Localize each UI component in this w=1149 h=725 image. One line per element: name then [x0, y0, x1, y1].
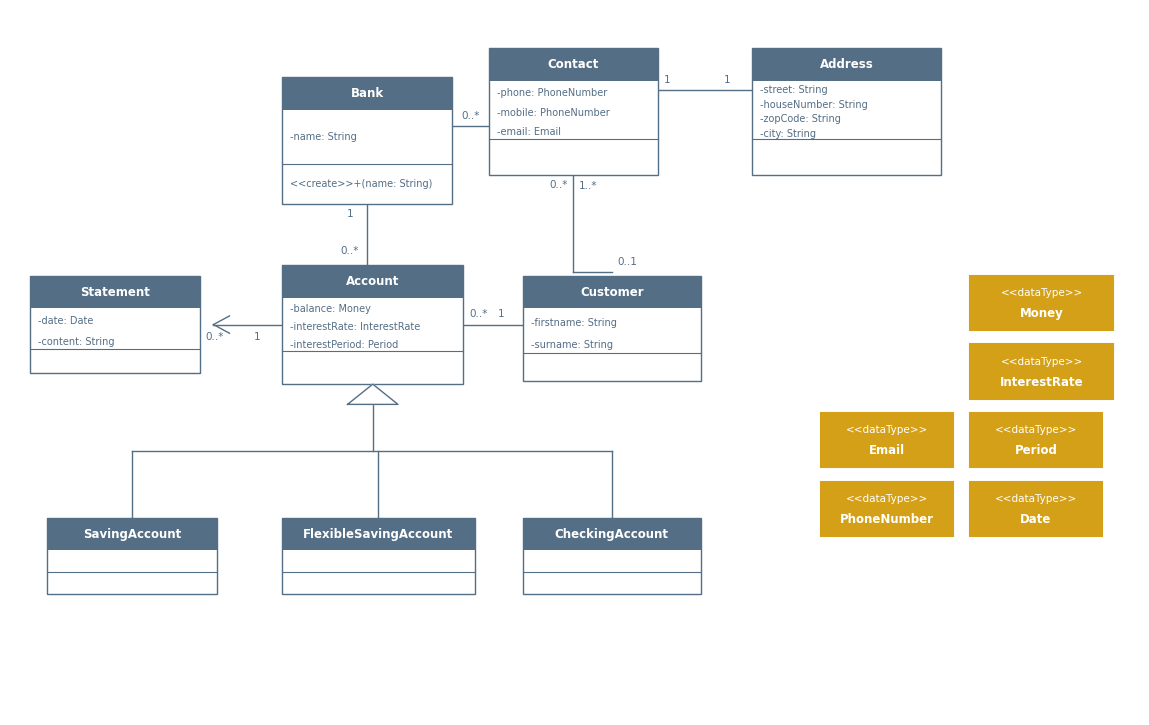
Bar: [970, 344, 1113, 399]
Bar: [283, 518, 475, 550]
Text: SavingAccount: SavingAccount: [83, 528, 182, 541]
Bar: [753, 49, 941, 80]
Text: -phone: PhoneNumber: -phone: PhoneNumber: [496, 88, 607, 99]
Text: Account: Account: [346, 275, 400, 288]
Bar: [283, 78, 452, 204]
Bar: [523, 276, 701, 381]
Text: Money: Money: [1019, 307, 1064, 320]
Bar: [30, 276, 200, 308]
Text: CheckingAccount: CheckingAccount: [555, 528, 669, 541]
Text: -content: String: -content: String: [38, 336, 115, 347]
Bar: [47, 518, 217, 594]
Text: <<dataType>>: <<dataType>>: [1001, 288, 1082, 298]
Text: <<dataType>>: <<dataType>>: [1001, 357, 1082, 367]
Bar: [753, 49, 941, 175]
Text: 1: 1: [724, 75, 730, 85]
Text: 0..1: 0..1: [617, 257, 638, 267]
Text: -email: Email: -email: Email: [496, 128, 561, 137]
Bar: [523, 518, 701, 594]
Text: Date: Date: [1020, 513, 1051, 526]
Text: Statement: Statement: [80, 286, 149, 299]
Text: 0..*: 0..*: [340, 247, 358, 256]
Text: Contact: Contact: [548, 58, 599, 71]
Text: -surname: String: -surname: String: [531, 340, 612, 350]
Text: Email: Email: [869, 444, 905, 457]
Text: -zopCode: String: -zopCode: String: [761, 115, 841, 125]
Text: <<dataType>>: <<dataType>>: [846, 494, 928, 504]
Text: 1: 1: [254, 333, 260, 342]
Text: Period: Period: [1015, 444, 1057, 457]
Text: -city: String: -city: String: [761, 129, 816, 139]
Text: FlexibleSavingAccount: FlexibleSavingAccount: [303, 528, 454, 541]
Polygon shape: [347, 384, 398, 405]
Bar: [523, 518, 701, 550]
Bar: [283, 518, 475, 594]
Text: InterestRate: InterestRate: [1000, 376, 1084, 389]
Text: Customer: Customer: [580, 286, 643, 299]
Text: 1: 1: [498, 310, 504, 319]
Text: 0..*: 0..*: [461, 111, 479, 121]
Text: -houseNumber: String: -houseNumber: String: [761, 100, 867, 110]
Bar: [30, 276, 200, 373]
Text: <<dataType>>: <<dataType>>: [846, 426, 928, 436]
Text: 1: 1: [664, 75, 671, 85]
Text: <<create>>+(name: String): <<create>>+(name: String): [291, 179, 433, 189]
Text: 1: 1: [347, 209, 353, 219]
Text: -name: String: -name: String: [291, 132, 357, 142]
Bar: [283, 265, 463, 297]
Text: -firstname: String: -firstname: String: [531, 318, 617, 328]
Text: Address: Address: [820, 58, 873, 71]
Bar: [820, 413, 953, 467]
Text: 0..*: 0..*: [206, 333, 224, 342]
Text: <<dataType>>: <<dataType>>: [995, 426, 1077, 436]
Bar: [47, 518, 217, 550]
Bar: [970, 413, 1102, 467]
Text: -mobile: PhoneNumber: -mobile: PhoneNumber: [496, 108, 609, 118]
Text: 0..*: 0..*: [549, 180, 568, 190]
Bar: [283, 78, 452, 109]
Text: 1..*: 1..*: [579, 181, 597, 191]
Text: -interestRate: InterestRate: -interestRate: InterestRate: [291, 322, 421, 332]
Bar: [970, 481, 1102, 536]
Text: Bank: Bank: [350, 87, 384, 100]
Text: PhoneNumber: PhoneNumber: [840, 513, 934, 526]
Bar: [820, 481, 953, 536]
Text: -interestPeriod: Period: -interestPeriod: Period: [291, 340, 399, 350]
Text: <<dataType>>: <<dataType>>: [995, 494, 1077, 504]
Text: -balance: Money: -balance: Money: [291, 304, 371, 314]
Bar: [523, 276, 701, 308]
Text: -date: Date: -date: Date: [38, 316, 93, 326]
Bar: [488, 49, 658, 80]
Bar: [970, 276, 1113, 330]
Bar: [488, 49, 658, 175]
Bar: [283, 265, 463, 384]
Text: 0..*: 0..*: [469, 310, 487, 319]
Text: -street: String: -street: String: [761, 86, 827, 95]
